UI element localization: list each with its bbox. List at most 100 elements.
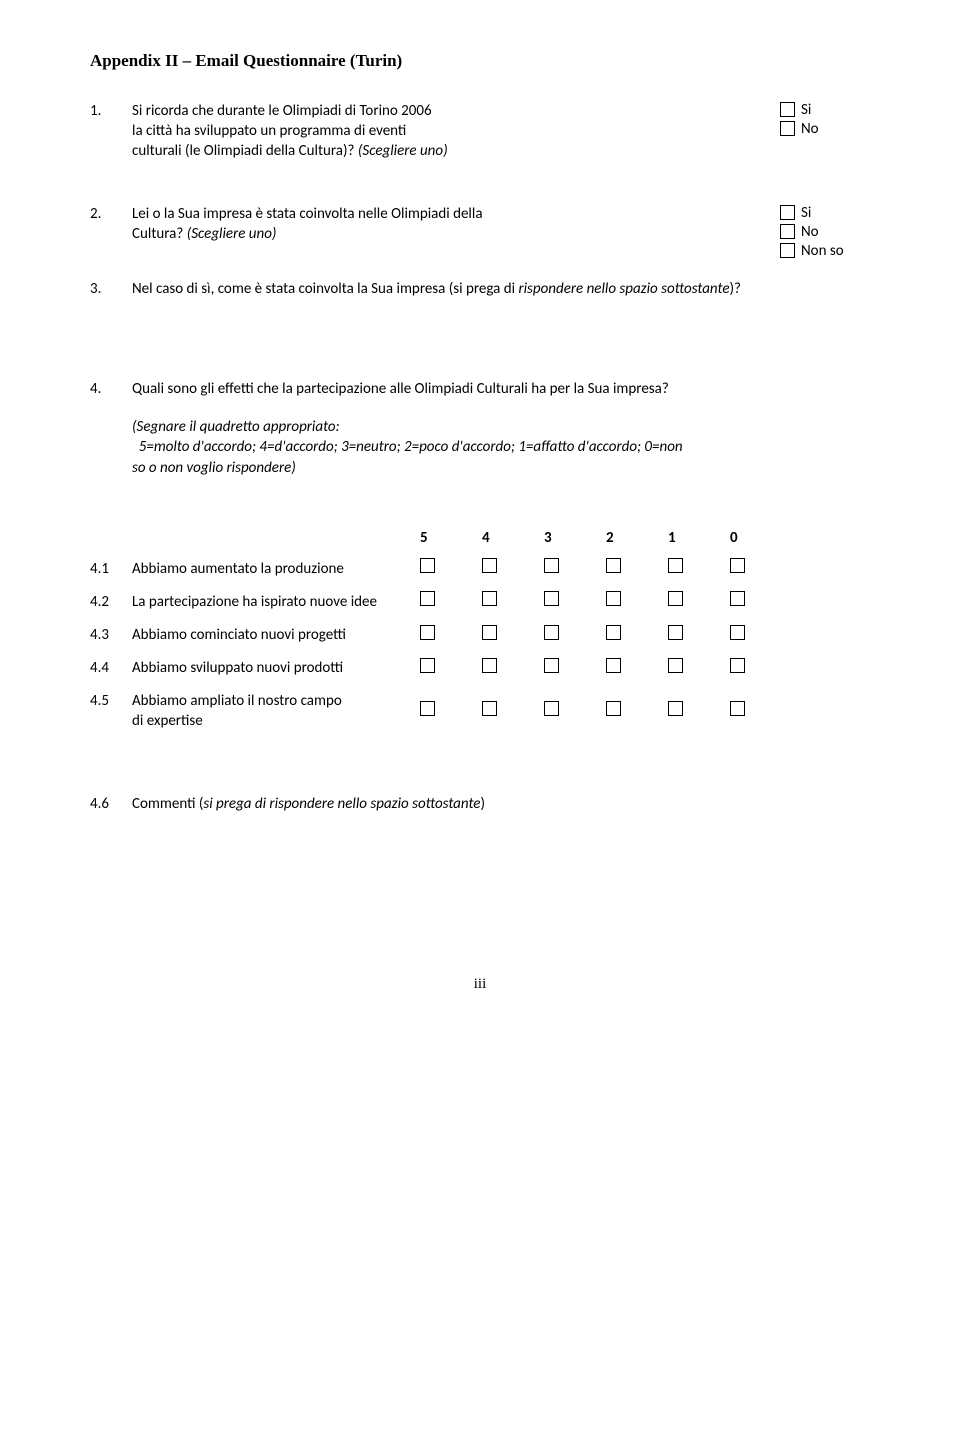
checkbox-icon[interactable] — [730, 658, 745, 673]
scale-cell — [420, 558, 482, 579]
checkbox-icon[interactable] — [668, 701, 683, 716]
checkbox-icon[interactable] — [606, 591, 621, 606]
q4-hint-l2: 5=molto d'accordo; 4=d'accordo; 3=neutro… — [132, 437, 870, 457]
scale-row-text: Abbiamo aumentato la produzione — [132, 559, 344, 579]
q46-number: 4.6 — [90, 794, 132, 814]
scale-cell — [606, 625, 668, 646]
scale-cell — [420, 625, 482, 646]
scale-row: 4.3Abbiamo cominciato nuovi progetti — [90, 625, 870, 646]
checkbox-icon[interactable] — [420, 658, 435, 673]
scale-cell — [730, 625, 792, 646]
scale-row-number: 4.4 — [90, 658, 132, 678]
scale-row-number: 4.1 — [90, 559, 132, 579]
checkbox-icon[interactable] — [420, 625, 435, 640]
q1-option-si[interactable]: Si — [780, 101, 870, 119]
q1-text: Si ricorda che durante le Olimpiadi di T… — [132, 101, 750, 162]
scale-row-label: 4.3Abbiamo cominciato nuovi progetti — [90, 625, 420, 645]
q46-text-plain: Commenti ( — [132, 795, 203, 813]
checkbox-icon[interactable] — [482, 558, 497, 573]
scale-header-1: 1 — [668, 528, 730, 548]
q2-text: Lei o la Sua impresa è stata coinvolta n… — [132, 204, 750, 245]
checkbox-icon[interactable] — [780, 121, 795, 136]
scale-row-boxes — [420, 558, 792, 579]
scale-cell — [482, 591, 544, 612]
scale-row-label: 4.5Abbiamo ampliato il nostro campodi ex… — [90, 691, 420, 732]
scale-row-label: 4.1Abbiamo aumentato la produzione — [90, 559, 420, 579]
q46-text-ital: si prega di rispondere nello spazio sott… — [203, 795, 480, 813]
checkbox-icon[interactable] — [544, 658, 559, 673]
scale-row-text-line2: di expertise — [132, 711, 342, 731]
checkbox-icon[interactable] — [780, 102, 795, 117]
q1-option-no[interactable]: No — [780, 120, 870, 138]
scale-header-2: 2 — [606, 528, 668, 548]
checkbox-icon[interactable] — [544, 625, 559, 640]
scale-cell — [544, 558, 606, 579]
scale-row-text: La partecipazione ha ispirato nuove idee — [132, 592, 377, 612]
checkbox-icon[interactable] — [730, 558, 745, 573]
scale-row-number: 4.2 — [90, 592, 132, 612]
checkbox-icon[interactable] — [544, 701, 559, 716]
checkbox-icon[interactable] — [668, 591, 683, 606]
scale-row: 4.5Abbiamo ampliato il nostro campodi ex… — [90, 691, 870, 732]
checkbox-icon[interactable] — [606, 625, 621, 640]
scale-row-number: 4.5 — [90, 691, 132, 732]
question-4: 4. Quali sono gli effetti che la parteci… — [90, 379, 870, 399]
checkbox-icon[interactable] — [482, 625, 497, 640]
checkbox-icon[interactable] — [780, 224, 795, 239]
checkbox-icon[interactable] — [606, 658, 621, 673]
checkbox-icon[interactable] — [730, 701, 745, 716]
q2-opt-label: No — [801, 223, 819, 241]
q2-option-no[interactable]: No — [780, 223, 870, 241]
scale-cell — [420, 591, 482, 612]
checkbox-icon[interactable] — [606, 558, 621, 573]
q2-options: Si No Non so — [780, 204, 870, 261]
scale-cell — [420, 658, 482, 679]
scale-cell — [606, 558, 668, 579]
scale-cell — [482, 658, 544, 679]
scale-header-cells: 5 4 3 2 1 0 — [420, 528, 792, 548]
checkbox-icon[interactable] — [482, 658, 497, 673]
q46-text: Commenti (si prega di rispondere nello s… — [132, 794, 870, 814]
checkbox-icon[interactable] — [780, 243, 795, 258]
checkbox-icon[interactable] — [544, 591, 559, 606]
scale-cell — [482, 558, 544, 579]
checkbox-icon[interactable] — [606, 701, 621, 716]
q46-text-after: ) — [480, 795, 485, 813]
scale-cell — [730, 701, 792, 722]
scale-row: 4.2La partecipazione ha ispirato nuove i… — [90, 591, 870, 612]
q4-hint: (Segnare il quadretto appropriato: 5=mol… — [132, 417, 870, 478]
checkbox-icon[interactable] — [420, 558, 435, 573]
q3-text-plain: Nel caso di sì, come è stata coinvolta l… — [132, 280, 518, 298]
checkbox-icon[interactable] — [668, 625, 683, 640]
scale-cell — [730, 558, 792, 579]
scale-header-4: 4 — [482, 528, 544, 548]
scale-cell — [482, 701, 544, 722]
q2-line2-plain: Cultura? — [132, 225, 187, 243]
checkbox-icon[interactable] — [668, 658, 683, 673]
checkbox-icon[interactable] — [668, 558, 683, 573]
checkbox-icon[interactable] — [730, 591, 745, 606]
q2-opt-label: Si — [801, 204, 811, 222]
q4-text: Quali sono gli effetti che la partecipaz… — [132, 379, 870, 399]
q2-number: 2. — [90, 204, 132, 224]
scale-cell — [544, 625, 606, 646]
checkbox-icon[interactable] — [730, 625, 745, 640]
checkbox-icon[interactable] — [544, 558, 559, 573]
q1-line2: la città ha sviluppato un programma di e… — [132, 122, 406, 140]
q2-line2-ital: (Scegliere uno) — [187, 225, 277, 243]
checkbox-icon[interactable] — [780, 205, 795, 220]
checkbox-icon[interactable] — [420, 591, 435, 606]
scale-cell — [668, 625, 730, 646]
q4-number: 4. — [90, 379, 132, 399]
checkbox-icon[interactable] — [482, 591, 497, 606]
scale-cell — [482, 625, 544, 646]
q2-option-si[interactable]: Si — [780, 204, 870, 222]
scale-row-label: 4.4Abbiamo sviluppato nuovi prodotti — [90, 658, 420, 678]
scale-row-boxes — [420, 658, 792, 679]
q2-option-nonso[interactable]: Non so — [780, 242, 870, 260]
q4-hint-l1: (Segnare il quadretto appropriato: — [132, 417, 870, 437]
checkbox-icon[interactable] — [482, 701, 497, 716]
scale-row-text: Abbiamo sviluppato nuovi prodotti — [132, 658, 343, 678]
checkbox-icon[interactable] — [420, 701, 435, 716]
scale-cell — [668, 701, 730, 722]
